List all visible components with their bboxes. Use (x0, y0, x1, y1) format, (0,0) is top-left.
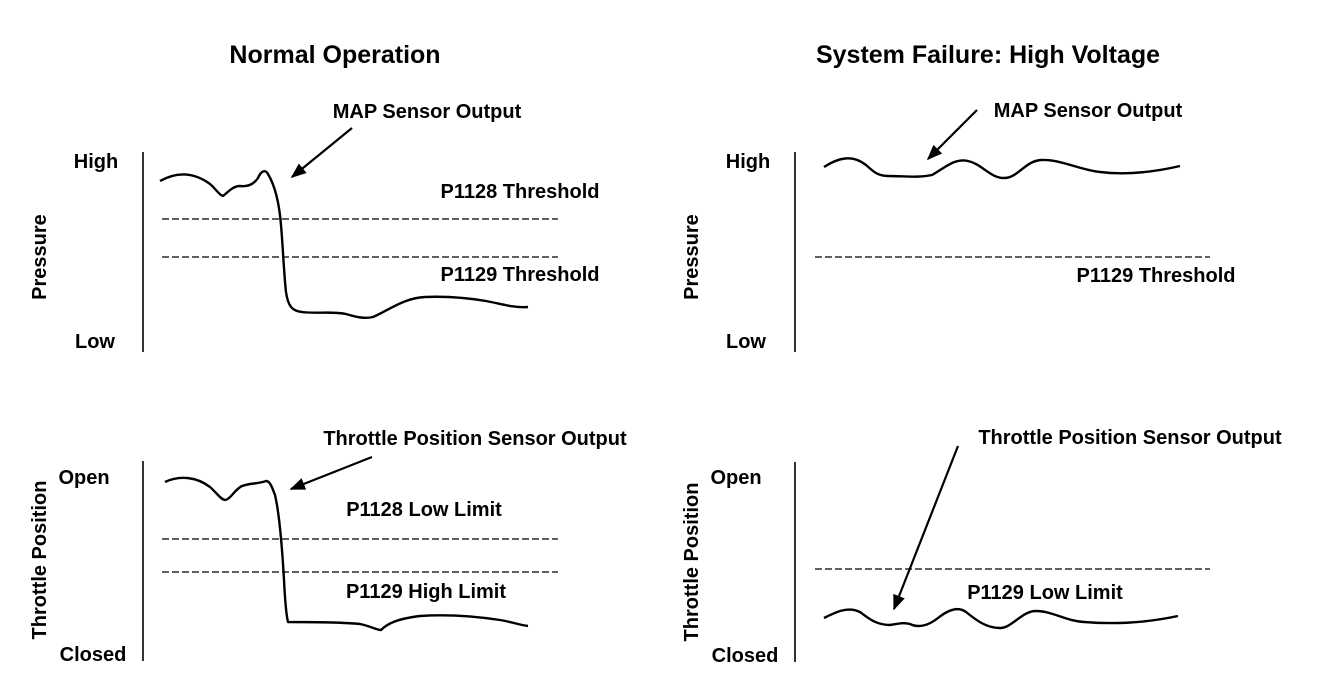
normal-pressure-chart: High Low Pressure P1128 Threshold P1129 … (29, 101, 599, 353)
y-axis-label: Pressure (681, 214, 703, 300)
throttle-position-sensor-output-curve (164, 476, 529, 632)
high-label: High (74, 151, 118, 173)
p1128-low-limit-label: P1128 Low Limit (346, 499, 502, 521)
map-sensor-output-curve (823, 157, 1181, 180)
tps-output-callout: Throttle Position Sensor Output (978, 427, 1282, 449)
throttle-position-sensor-output-curve (823, 607, 1179, 630)
map-sensor-output-callout: MAP Sensor Output (994, 100, 1183, 122)
closed-label: Closed (712, 645, 779, 667)
map-sensor-output-arrow (290, 127, 353, 178)
p1129-threshold-label: P1129 Threshold (1077, 265, 1236, 287)
map-sensor-output-arrow (926, 109, 978, 161)
failure-pressure-chart: High Low Pressure P1129 Threshold MAP Se… (681, 100, 1235, 353)
tps-output-callout: Throttle Position Sensor Output (323, 428, 627, 450)
p1128-threshold-label: P1128 Threshold (441, 181, 600, 203)
y-axis-label: Throttle Position (29, 481, 51, 640)
panel-title: Normal Operation (229, 41, 440, 69)
y-axis-label: Pressure (29, 214, 51, 300)
panel-title: System Failure: High Voltage (816, 41, 1160, 69)
open-label: Open (710, 467, 761, 489)
tps-output-arrow (892, 445, 960, 611)
failure-throttle-chart: Open Closed Throttle Position P1129 Low … (681, 427, 1282, 667)
tps-output-arrow (289, 455, 373, 491)
panel-normal-operation: Normal Operation High Low Pressure P1128… (29, 41, 627, 666)
closed-label: Closed (60, 644, 127, 666)
low-label: Low (75, 331, 115, 353)
open-label: Open (58, 467, 109, 489)
map-sensor-output-curve (159, 170, 529, 319)
p1129-high-limit-label: P1129 High Limit (346, 581, 506, 603)
map-sensor-output-callout: MAP Sensor Output (333, 101, 522, 123)
p1129-threshold-label: P1129 Threshold (441, 264, 600, 286)
normal-throttle-chart: Open Closed Throttle Position P1128 Low … (29, 428, 627, 666)
p1129-low-limit-label: P1129 Low Limit (967, 582, 1123, 604)
low-label: Low (726, 331, 766, 353)
panel-system-failure: System Failure: High Voltage High Low Pr… (681, 41, 1282, 667)
high-label: High (726, 151, 770, 173)
y-axis-label: Throttle Position (681, 483, 703, 642)
